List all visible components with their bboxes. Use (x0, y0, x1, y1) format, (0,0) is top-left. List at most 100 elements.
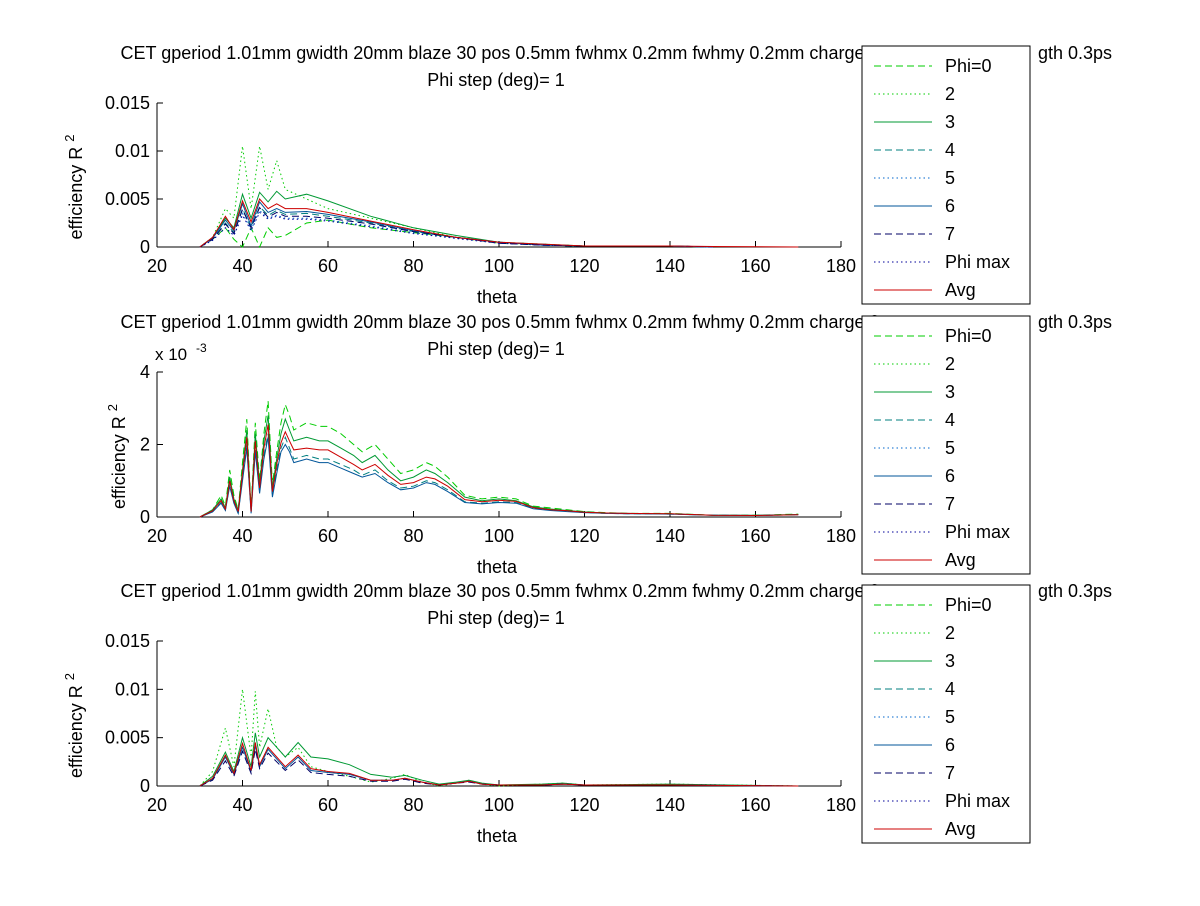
legend-label: Avg (945, 280, 976, 300)
series-line-phi-0 (199, 400, 799, 518)
x-tick-label: 120 (569, 795, 599, 815)
x-tick-label: 40 (232, 795, 252, 815)
y-tick-label: 4 (140, 362, 150, 382)
x-tick-label: 20 (147, 526, 167, 546)
x-tick-label: 160 (740, 526, 770, 546)
series-line-7 (199, 206, 713, 248)
x-tick-label: 100 (484, 256, 514, 276)
y-axis-label: efficiency R 2 (62, 673, 86, 778)
x-tick-label: 40 (232, 526, 252, 546)
y-tick-label: 0.015 (105, 631, 150, 651)
series-line-phi-0 (199, 219, 713, 249)
x-tick-label: 140 (655, 795, 685, 815)
x-tick-label: 80 (403, 256, 423, 276)
x-tick-label: 160 (740, 256, 770, 276)
chart-title: CET gperiod 1.01mm gwidth 20mm blaze 30 … (121, 581, 880, 601)
y-axis-label: efficiency R 2 (62, 135, 86, 240)
chart-title-tail: gth 0.3ps (1038, 581, 1112, 601)
chart-title-tail: gth 0.3ps (1038, 43, 1112, 63)
series-line-phi-max (199, 211, 713, 248)
chart-subtitle: Phi step (deg)= 1 (427, 70, 565, 90)
series-line-6 (199, 200, 713, 248)
legend-label: 2 (945, 84, 955, 104)
x-axis-label: theta (477, 826, 518, 846)
legend-label: 2 (945, 354, 955, 374)
chart-title: CET gperiod 1.01mm gwidth 20mm blaze 30 … (121, 43, 880, 63)
y-tick-label: 0.015 (105, 93, 150, 113)
legend-label: Avg (945, 550, 976, 570)
legend-label: 5 (945, 438, 955, 458)
legend-label: 2 (945, 623, 955, 643)
legend-label: 7 (945, 763, 955, 783)
x-axis-label: theta (477, 557, 518, 577)
legend: Phi=0 2 3 4 5 6 7 Phi max Avg (861, 45, 1031, 305)
legend-label: 6 (945, 196, 955, 216)
legend-label: Phi=0 (945, 595, 992, 615)
legend: Phi=0 2 3 4 5 6 7 Phi max Avg (861, 315, 1031, 575)
series-line-4 (199, 433, 799, 518)
x-tick-label: 80 (403, 526, 423, 546)
legend: Phi=0 2 3 4 5 6 7 Phi max Avg (861, 584, 1031, 844)
x-tick-label: 140 (655, 526, 685, 546)
legend-box (861, 584, 1031, 844)
series-line-5 (199, 209, 713, 248)
legend-label: 5 (945, 707, 955, 727)
series-line-avg (199, 198, 799, 248)
y-tick-label: 0.01 (115, 679, 150, 699)
x-tick-label: 140 (655, 256, 685, 276)
series-line-6 (199, 437, 799, 518)
legend-label: 6 (945, 466, 955, 486)
series-line-avg (199, 741, 799, 787)
x-tick-label: 60 (318, 256, 338, 276)
chart-subtitle: Phi step (deg)= 1 (427, 608, 565, 628)
legend-label: 3 (945, 382, 955, 402)
chart-panel-3: CET gperiod 1.01mm gwidth 20mm blaze 30 … (62, 581, 1112, 846)
x-axis-label: theta (477, 287, 518, 307)
x-tick-label: 60 (318, 526, 338, 546)
legend-label: 7 (945, 494, 955, 514)
legend-label: Phi max (945, 252, 1010, 272)
legend-label: 4 (945, 140, 955, 160)
legend-label: 7 (945, 224, 955, 244)
y-axis-label: efficiency R 2 (105, 404, 129, 509)
x-tick-label: 20 (147, 795, 167, 815)
series-line-3 (199, 190, 713, 248)
x-tick-label: 120 (569, 256, 599, 276)
legend-label: Phi=0 (945, 326, 992, 346)
y-tick-label: 0.01 (115, 141, 150, 161)
legend-label: Phi max (945, 522, 1010, 542)
y-tick-label: 0 (140, 237, 150, 257)
y-tick-label: 0.005 (105, 728, 150, 748)
plot-area (157, 103, 841, 247)
legend-label: Phi=0 (945, 56, 992, 76)
x-tick-label: 20 (147, 256, 167, 276)
y-tick-label: 2 (140, 435, 150, 455)
x-tick-label: 160 (740, 795, 770, 815)
series-line-2 (199, 146, 713, 248)
series-line-avg (199, 424, 799, 518)
legend-box (861, 315, 1031, 575)
chart-panel-2: CET gperiod 1.01mm gwidth 20mm blaze 30 … (105, 312, 1112, 577)
y-tick-label: 0 (140, 776, 150, 796)
chart-title-tail: gth 0.3ps (1038, 312, 1112, 332)
y-tick-label: 0 (140, 507, 150, 527)
x-tick-label: 120 (569, 526, 599, 546)
legend-label: 3 (945, 651, 955, 671)
x-tick-label: 180 (826, 795, 856, 815)
series-line-3 (199, 415, 799, 518)
x-tick-label: 180 (826, 256, 856, 276)
x-tick-label: 100 (484, 526, 514, 546)
legend-label: Phi max (945, 791, 1010, 811)
legend-label: 5 (945, 168, 955, 188)
plot-area (157, 372, 841, 517)
x-tick-label: 40 (232, 256, 252, 276)
chart-panel-1: CET gperiod 1.01mm gwidth 20mm blaze 30 … (62, 43, 1112, 307)
y-tick-label: 0.005 (105, 189, 150, 209)
x-tick-label: 100 (484, 795, 514, 815)
y-scale-exponent: -3 (196, 341, 207, 355)
legend-label: 3 (945, 112, 955, 132)
legend-label: Avg (945, 819, 976, 839)
series-line-3 (199, 732, 799, 787)
